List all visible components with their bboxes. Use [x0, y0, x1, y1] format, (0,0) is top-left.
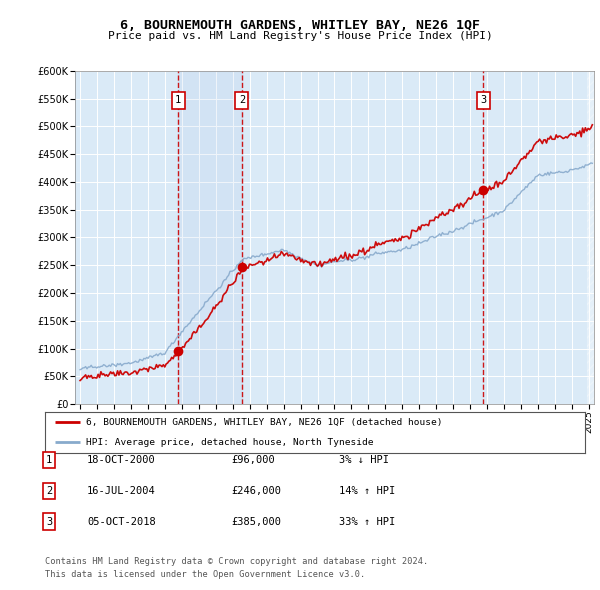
Text: 33% ↑ HPI: 33% ↑ HPI	[339, 517, 395, 526]
Text: 6, BOURNEMOUTH GARDENS, WHITLEY BAY, NE26 1QF (detached house): 6, BOURNEMOUTH GARDENS, WHITLEY BAY, NE2…	[86, 418, 442, 427]
Text: £96,000: £96,000	[231, 455, 275, 465]
Text: HPI: Average price, detached house, North Tyneside: HPI: Average price, detached house, Nort…	[86, 438, 373, 447]
Text: Contains HM Land Registry data © Crown copyright and database right 2024.: Contains HM Land Registry data © Crown c…	[45, 557, 428, 566]
Text: 18-OCT-2000: 18-OCT-2000	[87, 455, 156, 465]
Text: £385,000: £385,000	[231, 517, 281, 526]
Bar	[178, 71, 242, 404]
Text: 3: 3	[480, 95, 486, 105]
Text: Price paid vs. HM Land Registry's House Price Index (HPI): Price paid vs. HM Land Registry's House …	[107, 31, 493, 41]
Text: 3: 3	[46, 517, 52, 526]
Bar	[587, 71, 594, 404]
Text: This data is licensed under the Open Government Licence v3.0.: This data is licensed under the Open Gov…	[45, 569, 365, 579]
Text: 1: 1	[46, 455, 52, 465]
Text: 05-OCT-2018: 05-OCT-2018	[87, 517, 156, 526]
Text: 6, BOURNEMOUTH GARDENS, WHITLEY BAY, NE26 1QF: 6, BOURNEMOUTH GARDENS, WHITLEY BAY, NE2…	[120, 19, 480, 32]
Text: 14% ↑ HPI: 14% ↑ HPI	[339, 486, 395, 496]
Text: 2: 2	[239, 95, 245, 105]
Text: 16-JUL-2004: 16-JUL-2004	[87, 486, 156, 496]
Text: 3% ↓ HPI: 3% ↓ HPI	[339, 455, 389, 465]
Text: £246,000: £246,000	[231, 486, 281, 496]
Text: 1: 1	[175, 95, 181, 105]
Text: 2: 2	[46, 486, 52, 496]
